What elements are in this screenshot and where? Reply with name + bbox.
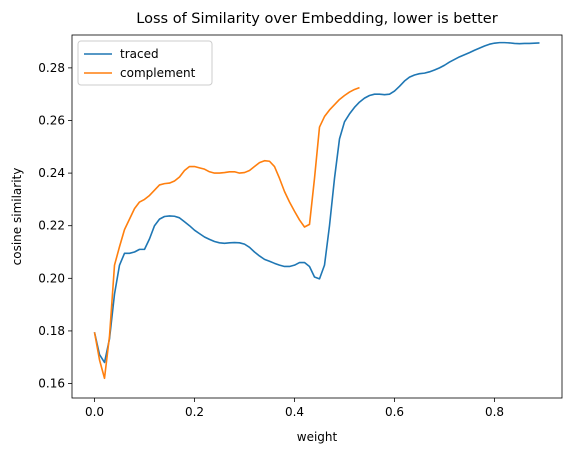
x-tick-label: 0.8: [485, 405, 504, 419]
x-tick-label: 0.6: [385, 405, 404, 419]
x-axis-label: weight: [297, 430, 338, 444]
plot-area-frame: [71, 34, 563, 399]
y-tick-label: 0.24: [38, 166, 65, 180]
y-tick-label: 0.26: [38, 113, 65, 127]
legend: traced complement: [77, 40, 213, 86]
y-tick-label: 0.18: [38, 324, 65, 338]
y-axis-ticks: 0.16 0.18 0.20 0.22 0.24 0.26 0.28: [38, 61, 72, 391]
x-tick-label: 0.2: [185, 405, 204, 419]
series-line-traced: [93, 41, 540, 364]
x-tick-label: 0.4: [285, 405, 304, 419]
x-tick-label: 0.0: [85, 405, 104, 419]
legend-label-traced: traced: [120, 47, 159, 61]
chart-title: Loss of Similarity over Embedding, lower…: [136, 11, 497, 27]
x-axis-ticks: 0.0 0.2 0.4 0.6 0.8: [85, 398, 504, 419]
legend-box: [77, 40, 213, 86]
y-tick-label: 0.20: [38, 271, 65, 285]
y-tick-label: 0.16: [38, 377, 65, 391]
legend-label-complement: complement: [120, 66, 196, 80]
y-tick-label: 0.22: [38, 219, 65, 233]
y-axis-label: cosine similarity: [10, 168, 24, 266]
series-layer: [93, 41, 540, 380]
series-line-complement: [93, 86, 360, 380]
y-tick-label: 0.28: [38, 61, 65, 75]
